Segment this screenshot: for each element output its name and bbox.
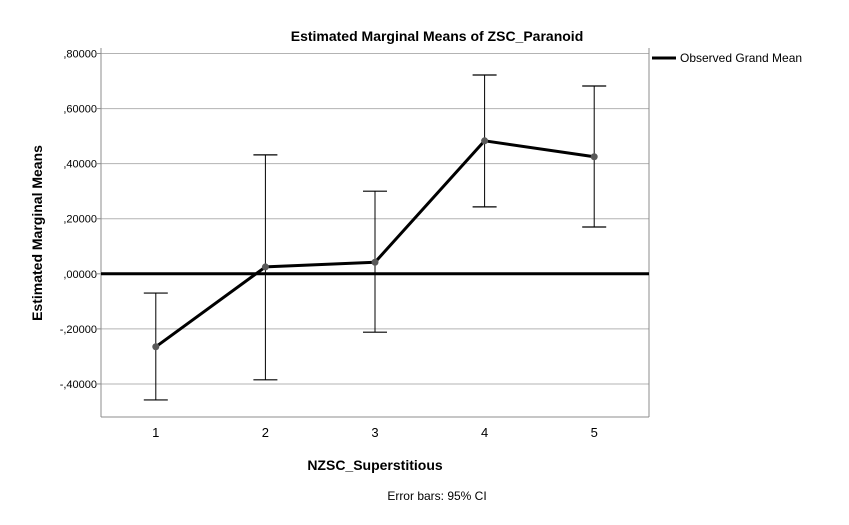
plot-frame [100,48,650,418]
data-point [371,258,379,266]
y-tick-label: -,20000 [60,324,97,336]
error-bars [143,74,607,401]
x-tick-label: 4 [481,425,488,440]
x-tick-label: 3 [371,425,378,440]
series-layer [152,137,598,351]
y-tick-label: -,40000 [60,379,97,391]
footnote: Error bars: 95% CI [387,489,486,503]
y-tick-label: ,60000 [63,104,97,116]
data-point [152,343,160,351]
x-tick-label: 1 [152,425,159,440]
chart-title: Estimated Marginal Means of ZSC_Paranoid [291,28,584,44]
y-tick-label: ,40000 [63,159,97,171]
y-tick-label: ,20000 [63,214,97,226]
x-ticks: 1 2 3 4 5 [152,425,598,440]
data-point [261,263,269,271]
x-tick-label: 2 [262,425,269,440]
y-ticks: -,40000 -,20000 ,00000 ,20000 ,40000 ,60000 ,8… [60,49,101,391]
x-tick-label: 5 [591,425,598,440]
data-point [481,137,489,145]
x-axis-title: NZSC_Superstitious [307,457,443,473]
y-tick-label: ,00000 [63,269,97,281]
legend: Observed Grand Mean [652,51,802,65]
legend-label: Observed Grand Mean [680,51,802,65]
y-tick-label: ,80000 [63,49,97,61]
data-point [590,153,598,161]
y-axis-title: Estimated Marginal Means [29,145,45,321]
